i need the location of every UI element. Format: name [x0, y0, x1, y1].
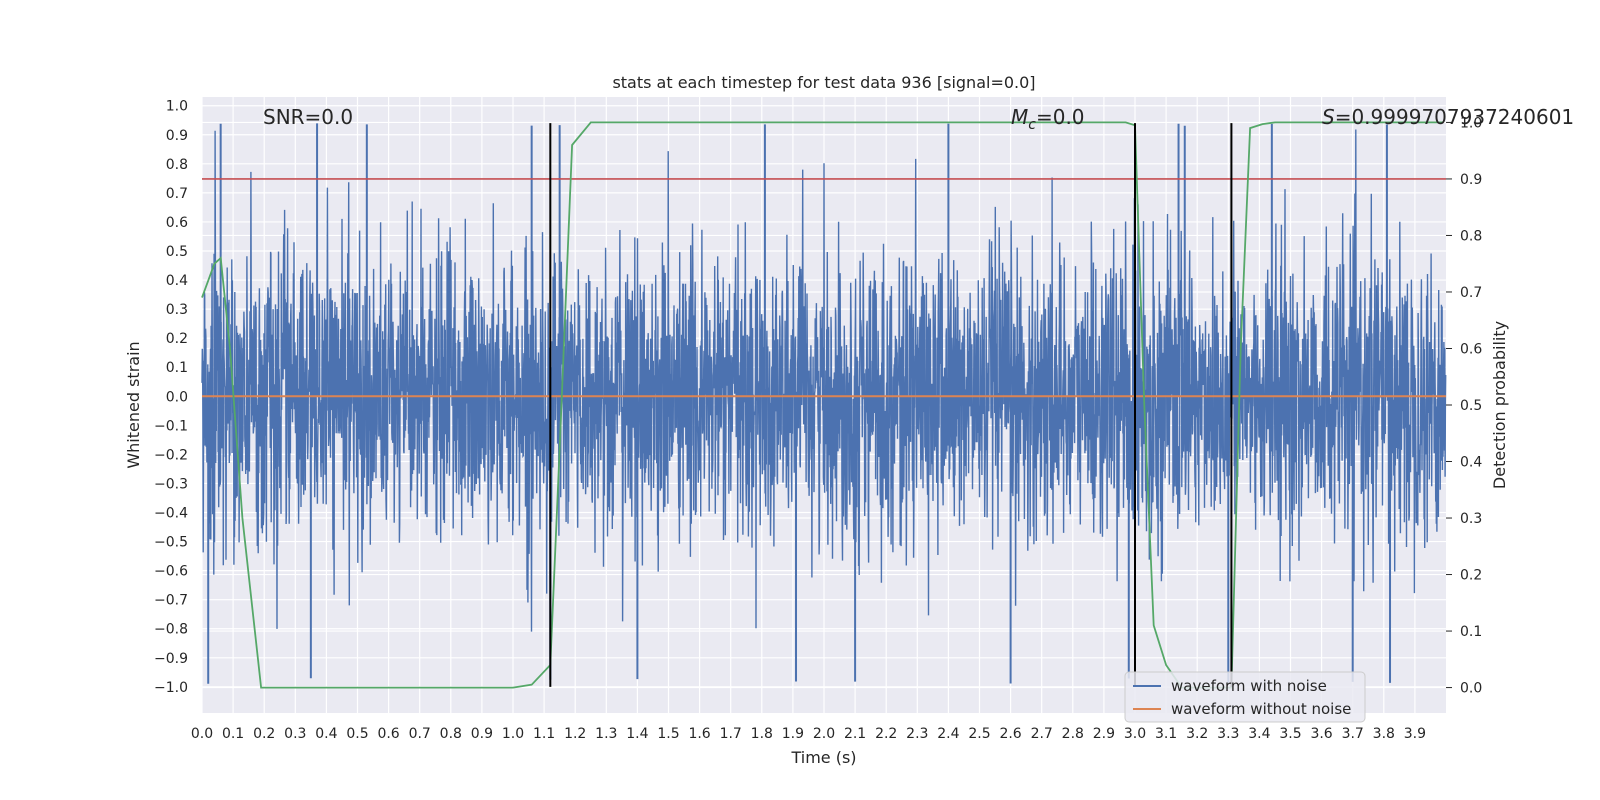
x-tick-label: 1.1	[533, 726, 555, 742]
y-tick-label: −0.7	[154, 593, 188, 609]
x-tick-label: 0.2	[253, 726, 275, 742]
y-tick-label: −0.2	[154, 447, 188, 463]
y-tick-label: −0.1	[154, 418, 188, 434]
legend-label: waveform with noise	[1171, 677, 1327, 695]
s-statistic-annotation: S=0.9999707937240601	[1322, 105, 1574, 129]
chirp-mass-annotation: Mc=0.0	[1011, 105, 1085, 133]
x-tick-label: 2.4	[937, 726, 959, 742]
s-statistic-symbol: S	[1322, 105, 1335, 129]
x-tick-label: 1.2	[564, 726, 586, 742]
snr-annotation: SNR=0.0	[263, 105, 353, 129]
y2-axis-label: Detection probability	[1490, 321, 1509, 489]
y2-tick-marks	[1446, 121, 1452, 689]
x-tick-label: 0.0	[191, 726, 213, 742]
x-tick-label: 2.3	[906, 726, 928, 742]
series-detection-probability	[201, 121, 1443, 689]
legend-box	[1124, 671, 1366, 723]
y2-tick-label: 0.2	[1460, 568, 1482, 584]
y-tick-label: −0.8	[154, 622, 188, 638]
y2-tick-label: 1.0	[1460, 115, 1482, 131]
y-tick-label: 0.0	[166, 389, 188, 405]
y-tick-label: 0.9	[166, 128, 188, 144]
x-tick-label: 2.0	[813, 726, 835, 742]
x-tick-label: 3.4	[1248, 726, 1270, 742]
x-tick-label: 1.6	[688, 726, 710, 742]
x-tick-label: 0.3	[284, 726, 306, 742]
x-tick-label: 1.4	[626, 726, 648, 742]
y2-tick-label: 0.6	[1460, 341, 1482, 357]
y2-tick-label: 0.0	[1460, 681, 1482, 697]
y-tick-label: −0.6	[154, 564, 188, 580]
y2-tick-label: 0.1	[1460, 624, 1482, 640]
y-tick-label: 0.2	[166, 331, 188, 347]
x-tick-label: 3.1	[1155, 726, 1177, 742]
y-tick-label: −0.9	[154, 651, 188, 667]
x-tick-label: 0.5	[346, 726, 368, 742]
y2-tick-label: 0.3	[1460, 511, 1482, 527]
chart-title: stats at each timestep for test data 936…	[612, 73, 1035, 92]
x-axis-label: Time (s)	[790, 748, 856, 767]
x-tick-label: 1.5	[657, 726, 679, 742]
x-tick-label: 1.7	[720, 726, 742, 742]
x-tick-label: 2.2	[875, 726, 897, 742]
y-tick-label: −0.5	[154, 535, 188, 551]
chirp-mass-value: =0.0	[1036, 105, 1085, 129]
waveform-spikes	[207, 123, 1392, 684]
y-tick-labels: 1.0 0.9 0.8 0.7 0.6 0.5 0.4 0.3 0.2 0.1 0.0 −0.1 −0.…	[154, 99, 188, 696]
y-tick-label: −1.0	[154, 680, 188, 696]
x-tick-label: 3.3	[1217, 726, 1239, 742]
x-tick-label: 1.8	[751, 726, 773, 742]
x-tick-label: 2.8	[1062, 726, 1084, 742]
x-tick-label: 3.5	[1279, 726, 1301, 742]
x-tick-label: 0.6	[377, 726, 399, 742]
y-tick-label: 0.8	[166, 157, 188, 173]
x-tick-label: 3.2	[1186, 726, 1208, 742]
x-tick-label: 0.8	[440, 726, 462, 742]
y-tick-label: 0.4	[166, 273, 188, 289]
chirp-mass-symbol: M	[1011, 105, 1028, 129]
x-tick-label: 0.1	[222, 726, 244, 742]
y-tick-label: −0.4	[154, 506, 188, 522]
x-tick-label: 3.6	[1310, 726, 1332, 742]
series-waveform-with-noise	[201, 129, 1447, 632]
x-tick-label: 3.7	[1342, 726, 1364, 742]
x-tick-label: 2.9	[1093, 726, 1115, 742]
y-tick-label: 0.1	[166, 360, 188, 376]
y2-tick-label: 0.5	[1460, 398, 1482, 414]
x-tick-label: 3.8	[1373, 726, 1395, 742]
y-tick-label: 0.7	[166, 186, 188, 202]
y-tick-label: −0.3	[154, 476, 188, 492]
y-tick-label: 0.5	[166, 244, 188, 260]
legend: waveform with noise waveform without nois…	[1124, 671, 1366, 723]
x-tick-label: 0.4	[315, 726, 337, 742]
y2-tick-label: 0.7	[1460, 285, 1482, 301]
y-axis-label: Whitened strain	[124, 341, 143, 468]
y2-tick-labels: 0.0 0.1 0.2 0.3 0.4 0.5 0.6 0.7 0.8 0.9 1.0	[1460, 115, 1482, 696]
y2-tick-label: 0.8	[1460, 228, 1482, 244]
y-tick-label: 0.6	[166, 215, 188, 231]
x-tick-label: 0.9	[471, 726, 493, 742]
x-tick-label: 1.9	[782, 726, 804, 742]
chirp-mass-subscript: c	[1028, 117, 1036, 133]
x-tick-label: 2.6	[999, 726, 1021, 742]
y2-tick-label: 0.4	[1460, 455, 1482, 471]
y-tick-label: 1.0	[166, 99, 188, 115]
x-tick-label: 1.3	[595, 726, 617, 742]
x-tick-labels: 0.0 0.1 0.2 0.3 0.4 0.5 0.6 0.7 0.8 0.9 1.0 1.1 1.2 1…	[191, 726, 1426, 742]
x-tick-label: 0.7	[409, 726, 431, 742]
x-tick-label: 1.0	[502, 726, 524, 742]
x-tick-label: 2.7	[1031, 726, 1053, 742]
x-tick-label: 3.0	[1124, 726, 1146, 742]
x-tick-label: 2.5	[968, 726, 990, 742]
x-tick-label: 3.9	[1404, 726, 1426, 742]
y2-tick-label: 0.9	[1460, 172, 1482, 188]
legend-label: waveform without noise	[1171, 700, 1351, 718]
y-tick-label: 0.3	[166, 302, 188, 318]
s-statistic-value: =0.9999707937240601	[1335, 105, 1574, 129]
x-tick-label: 2.1	[844, 726, 866, 742]
